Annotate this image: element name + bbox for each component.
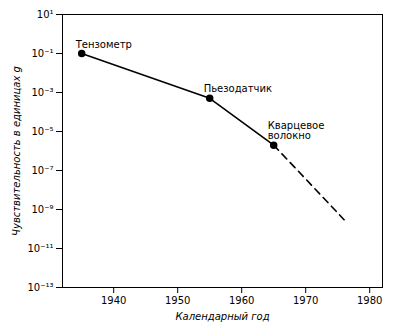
svg-text:10¹: 10¹ — [37, 9, 54, 20]
svg-text:Пьезодатчик: Пьезодатчик — [204, 83, 272, 94]
svg-text:Тензометр: Тензометр — [75, 39, 132, 50]
svg-text:1960: 1960 — [229, 295, 254, 306]
svg-text:Чувствительность в единицах g: Чувствительность в единицах g — [11, 66, 22, 236]
svg-text:10⁻⁵: 10⁻⁵ — [31, 126, 53, 137]
svg-text:Кварцевоеволокно: Кварцевоеволокно — [268, 120, 325, 141]
svg-text:Календарный год: Календарный год — [175, 311, 269, 322]
svg-text:10⁻¹: 10⁻¹ — [31, 48, 53, 59]
svg-text:10⁻⁷: 10⁻⁷ — [31, 165, 53, 176]
svg-text:1940: 1940 — [101, 295, 126, 306]
svg-text:1970: 1970 — [293, 295, 318, 306]
svg-text:10⁻¹¹: 10⁻¹¹ — [27, 243, 53, 254]
svg-text:10⁻³: 10⁻³ — [31, 87, 53, 98]
svg-text:1950: 1950 — [165, 295, 190, 306]
svg-text:10⁻⁹: 10⁻⁹ — [31, 204, 53, 215]
svg-text:1980: 1980 — [357, 295, 382, 306]
svg-text:10⁻¹³: 10⁻¹³ — [27, 282, 53, 293]
